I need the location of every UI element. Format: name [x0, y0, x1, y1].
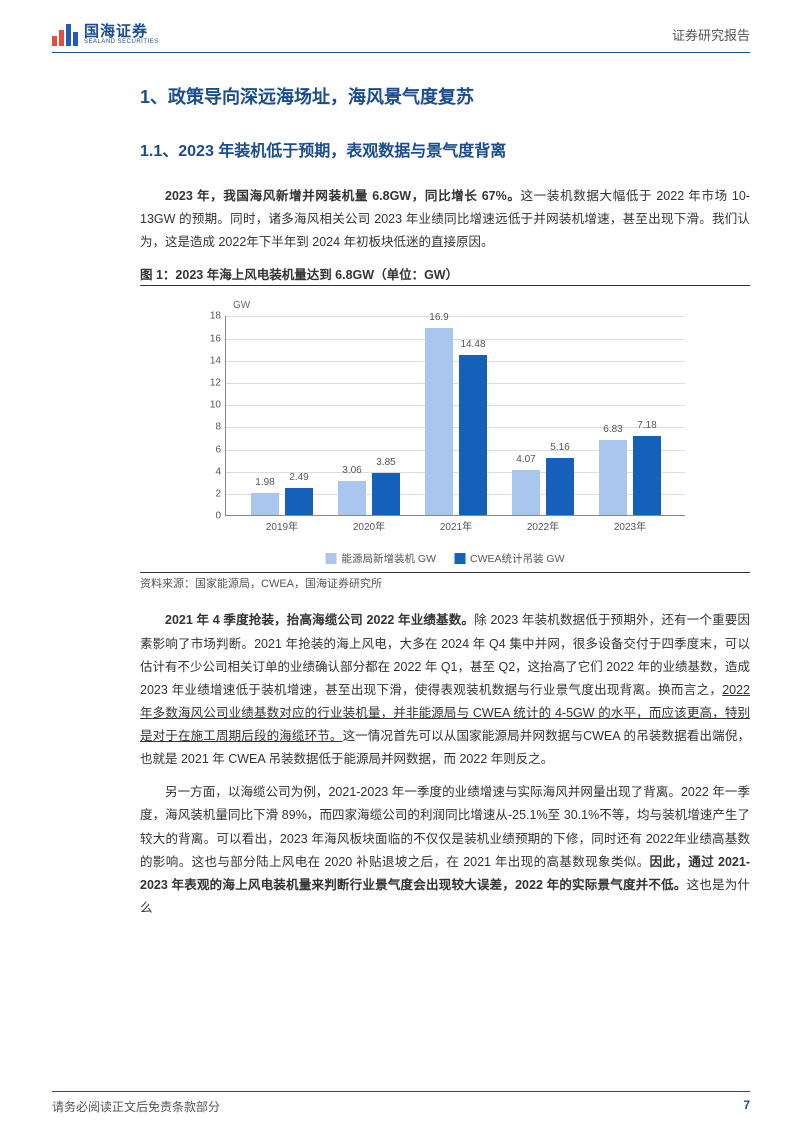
y-tick: 12 [203, 378, 221, 389]
bar: 7.18 [633, 436, 661, 516]
paragraph-1: 2023 年，我国海风新增并网装机量 6.8GW，同比增长 67%。这一装机数据… [140, 185, 750, 254]
x-tick: 2022年 [527, 518, 559, 533]
bar-value-label: 6.83 [603, 424, 622, 435]
x-tick: 2023年 [614, 518, 646, 533]
bar-value-label: 14.48 [460, 339, 485, 350]
legend-label-2: CWEA统计吊装 GW [470, 551, 565, 566]
heading-1: 1、政策导向深远海场址，海风景气度复苏 [140, 83, 750, 109]
bar: 16.9 [425, 328, 453, 516]
bar-chart: GW 024681012141618 1.982.492019年3.063.85… [185, 296, 705, 566]
report-type: 证券研究报告 [672, 25, 750, 44]
company-logo: 国海证券 SEALAND SECURITIES [52, 22, 159, 46]
bar-value-label: 1.98 [255, 477, 274, 488]
logo-icon [52, 22, 80, 46]
y-tick: 0 [203, 511, 221, 522]
figure-title: 图 1：2023 年海上风电装机量达到 6.8GW（单位：GW） [140, 264, 750, 283]
bar-value-label: 5.16 [550, 442, 569, 453]
footer-disclaimer: 请务必阅读正文后免责条款部分 [52, 1098, 220, 1115]
figure-rule-bottom [140, 572, 750, 573]
bar: 14.48 [459, 355, 487, 516]
paragraph-2: 2021 年 4 季度抢装，抬高海缆公司 2022 年业绩基数。除 2023 年… [140, 609, 750, 771]
legend-swatch-1 [326, 553, 337, 564]
x-tick: 2019年 [266, 518, 298, 533]
page-number: 7 [743, 1098, 750, 1115]
page-content: 1、政策导向深远海场址，海风景气度复苏 1.1、2023 年装机低于预期，表观数… [0, 53, 802, 920]
bar-group: 1.98 2.49 [251, 488, 313, 516]
company-name-en: SEALAND SECURITIES [84, 39, 159, 45]
x-tick: 2020年 [353, 518, 385, 533]
bar-group: 4.075.16 [512, 458, 574, 515]
bar: 1.98 [251, 493, 279, 515]
bar-value-label: 16.9 [429, 312, 448, 323]
bar: 3.85 [372, 473, 400, 516]
page-header: 国海证券 SEALAND SECURITIES 证券研究报告 [0, 0, 802, 52]
legend-item-1: 能源局新增装机 GW [326, 551, 437, 566]
company-name-cn: 国海证券 [84, 24, 159, 39]
bar-group: 3.063.85 [338, 473, 400, 516]
y-tick: 4 [203, 466, 221, 477]
legend-swatch-2 [454, 553, 465, 564]
y-tick: 18 [203, 311, 221, 322]
y-tick: 16 [203, 333, 221, 344]
bar-value-label: 7.18 [637, 420, 656, 431]
x-tick: 2021年 [440, 518, 472, 533]
paragraph-3: 另一方面，以海缆公司为例，2021-2023 年一季度的业绩增速与实际海风并网量… [140, 781, 750, 920]
y-tick: 8 [203, 422, 221, 433]
bar: 5.16 [546, 458, 574, 515]
bar-value-label: 3.06 [342, 465, 361, 476]
bar: 4.07 [512, 470, 540, 515]
page-footer: 请务必阅读正文后免责条款部分 7 [52, 1091, 750, 1115]
y-tick: 10 [203, 400, 221, 411]
y-tick: 2 [203, 489, 221, 500]
chart-legend: 能源局新增装机 GW CWEA统计吊装 GW [326, 551, 565, 566]
y-tick: 14 [203, 355, 221, 366]
legend-item-2: CWEA统计吊装 GW [454, 551, 565, 566]
legend-label-1: 能源局新增装机 GW [342, 551, 437, 566]
chart-plot-area: 1.982.492019年3.063.852020年16.914.482021年… [225, 316, 685, 516]
bar-value-label: 4.07 [516, 454, 535, 465]
heading-2: 1.1、2023 年装机低于预期，表观数据与景气度背离 [140, 137, 750, 161]
bar: 3.06 [338, 481, 366, 515]
y-tick: 6 [203, 444, 221, 455]
p2-lead: 2021 年 4 季度抢装，抬高海缆公司 2022 年业绩基数。 [165, 613, 474, 627]
p1-lead: 2023 年，我国海风新增并网装机量 6.8GW，同比增长 67%。 [165, 189, 521, 203]
figure-rule-top [140, 285, 750, 286]
figure-source: 资料来源：国家能源局，CWEA，国海证券研究所 [140, 575, 750, 591]
bar-group: 6.837.18 [599, 436, 661, 516]
bar-value-label: 2.49 [289, 472, 308, 483]
bar-value-label: 3.85 [376, 457, 395, 468]
y-axis-unit: GW [233, 300, 250, 311]
bar: 2.49 [285, 488, 313, 516]
bar-group: 16.914.48 [425, 328, 487, 516]
bar: 6.83 [599, 440, 627, 516]
